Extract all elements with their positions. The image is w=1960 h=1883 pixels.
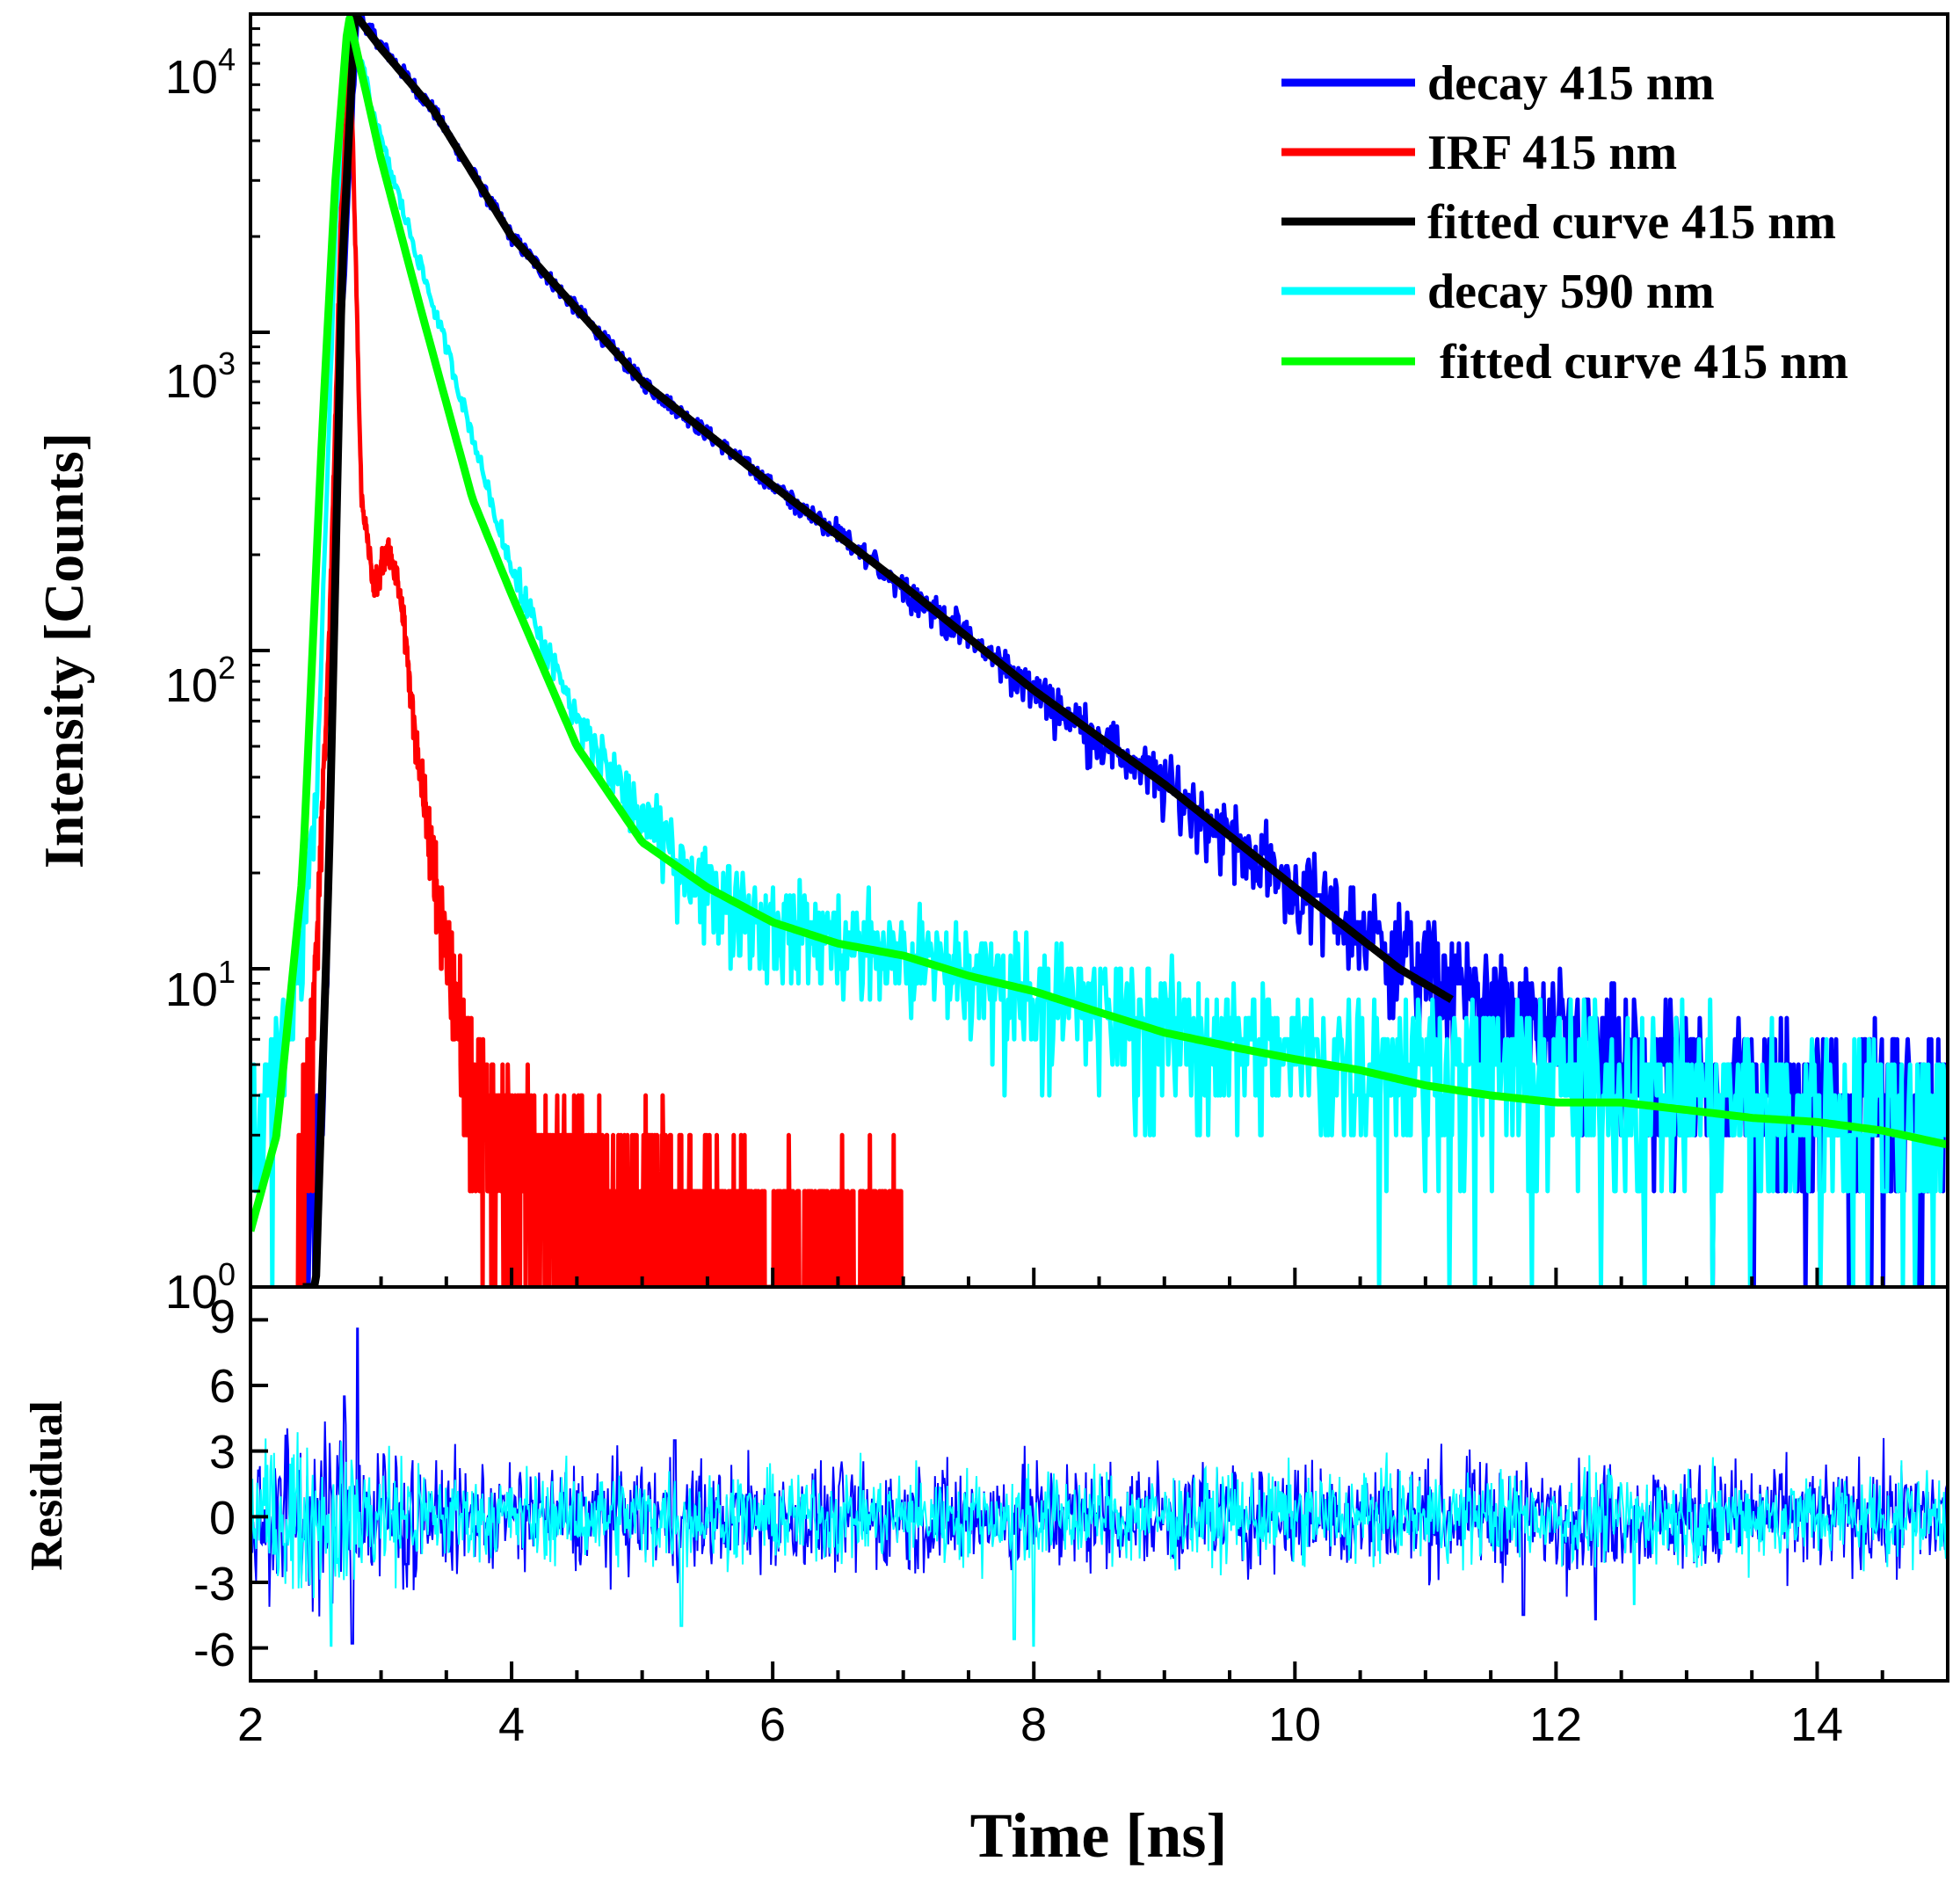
x-tick-label-2: 2 [237,1698,264,1751]
y-tick-label-res-0: 0 [209,1492,236,1545]
series-line-irf-415 [294,14,905,1287]
x-axis-title-time: Time [ns] [970,1800,1228,1871]
legend: decay 415 nm IRF 415 nm fitted curve 415… [1281,56,1848,389]
y-tick-label-res-9: 9 [209,1290,236,1343]
residual-panel: 9 6 3 0 -3 -6 Residual 2 4 6 8 10 12 14 … [22,1285,1949,1871]
x-tick-label-6: 6 [759,1698,786,1751]
y-tick-label-res-minus3: -3 [193,1558,236,1610]
legend-label-irf-415: IRF 415 nm [1427,126,1677,180]
x-tick-label-10: 10 [1268,1698,1321,1751]
y-axis-title-residual: Residual [22,1400,72,1571]
y-tick-label-res-3: 3 [209,1426,236,1479]
x-tick-label-4: 4 [498,1698,525,1751]
y-tick-label-10e4: 104 [165,41,236,104]
legend-label-fit-415: fitted curve 415 nm [1427,195,1836,250]
y-tick-label-10e3: 103 [165,345,236,408]
series-line-fit-590 [250,15,1948,1232]
y-tick-label-10e1: 101 [165,954,236,1016]
y-tick-label-10e2: 102 [165,650,236,712]
intensity-panel: 104 103 102 101 100 Intensity [Counts] d… [33,12,1949,1319]
y-tick-label-10e0: 100 [165,1256,236,1319]
residual-line-415 [250,1327,1948,1645]
series-line-decay-590 [250,14,1948,1287]
y-tick-label-res-6: 6 [209,1360,236,1413]
legend-label-decay-590: decay 590 nm [1427,265,1715,319]
intensity-series-group [250,14,1948,1287]
x-tick-label-12: 12 [1529,1698,1582,1751]
x-tick-label-14: 14 [1790,1698,1843,1751]
legend-label-decay-415: decay 415 nm [1427,56,1715,111]
residual-line-590 [250,1432,1948,1647]
residual-series-group [250,1327,1948,1647]
x-tick-label-8: 8 [1020,1698,1047,1751]
residual-axis-ticks [249,1318,1949,1681]
series-line-fit-415 [301,14,1454,1287]
legend-label-fit-green: fitted curve 415 nm [1427,335,1848,389]
y-tick-label-res-minus6: -6 [193,1624,236,1676]
y-axis-title-intensity: Intensity [Counts] [33,433,95,869]
